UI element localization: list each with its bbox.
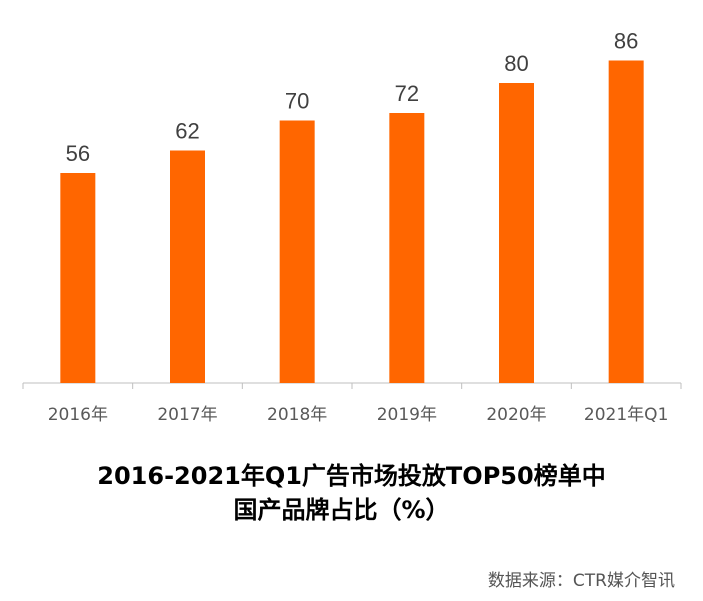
x-tick-label: 2021年Q1 xyxy=(584,405,668,425)
x-tick-label: 2018年 xyxy=(267,405,327,425)
bar-value-label: 72 xyxy=(395,81,419,106)
bar xyxy=(499,83,534,383)
bar xyxy=(170,150,205,383)
bar xyxy=(60,173,96,383)
bar xyxy=(608,60,644,383)
chart-title-line2: 国产品牌占比（%） xyxy=(233,496,450,524)
bar-value-label: 80 xyxy=(504,51,528,76)
bar-chart: 56 62 70 72 80 86 2016年 2017年 2018年 2019年 2020年 20… xyxy=(22,29,682,425)
bar-value-label: 70 xyxy=(285,89,309,114)
bar xyxy=(279,120,315,383)
x-tick-label: 2019年 xyxy=(377,405,437,425)
bar-value-label: 86 xyxy=(614,29,638,54)
chart-title-line1: 2016-2021年Q1广告市场投放TOP50榜单中 xyxy=(97,462,606,490)
bar xyxy=(389,113,425,383)
bar-value-label: 62 xyxy=(175,119,199,144)
bar-value-label: 56 xyxy=(66,141,90,166)
source-note: 数据来源：CTR媒介智讯 xyxy=(487,571,675,591)
x-tick-label: 2016年 xyxy=(48,405,108,425)
x-tick-label: 2020年 xyxy=(486,405,546,425)
x-tick-label: 2017年 xyxy=(157,405,217,425)
